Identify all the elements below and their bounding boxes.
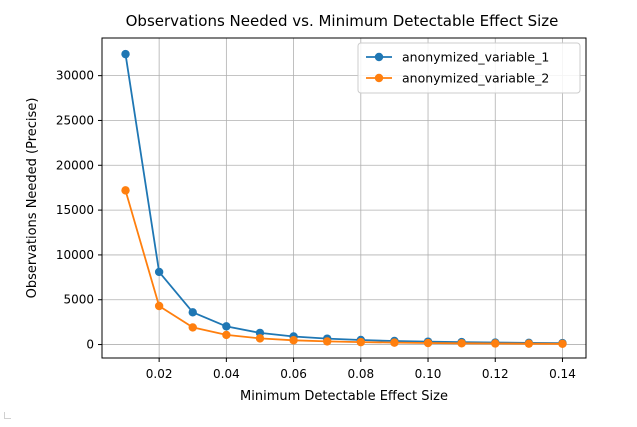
y-tick-label: 25000: [56, 113, 94, 127]
series-2-point: [356, 337, 366, 347]
series-2-point: [289, 336, 298, 345]
legend-box: [357, 42, 581, 94]
series-1-point: [121, 49, 130, 59]
series-2-point: [491, 339, 500, 348]
series-1-point: [154, 267, 164, 277]
x-tick-label: 0.12: [482, 367, 509, 381]
y-tick-label: 5000: [63, 293, 94, 307]
series-2: [121, 186, 567, 348]
legend-label: anonymized_variable_1: [402, 50, 549, 65]
series-1-point: [188, 308, 197, 317]
series-2-point: [222, 330, 231, 340]
x-tick-label: 0.08: [347, 367, 374, 381]
resize-corner-mark: [4, 412, 11, 419]
data-series: [121, 49, 567, 348]
series-2-point: [558, 339, 567, 348]
series-2-point: [255, 334, 265, 343]
series-2-point: [423, 338, 433, 348]
y-axis-label: Observations Needed (Precise): [25, 98, 40, 299]
series-2-point: [524, 339, 534, 348]
legend-marker: [374, 73, 384, 83]
legend-item-2: anonymized_variable_2: [366, 71, 549, 86]
axis-ticks: 0.02 0.04 0.06 0.08 0.10 0.12 0.14 0 5000 10000 15…: [56, 69, 576, 381]
series-2-point: [121, 186, 130, 195]
legend: anonymized_variable_1 anonymized_variable…: [357, 42, 581, 94]
series-2-point: [188, 323, 197, 332]
y-tick-label: 30000: [56, 69, 94, 83]
series-2-point: [390, 338, 399, 347]
x-tick-label: 0.14: [549, 367, 576, 381]
x-tick-label: 0.06: [280, 367, 307, 381]
series-2-line: [124, 190, 563, 345]
legend-item-1: anonymized_variable_1: [366, 50, 549, 65]
legend-marker: [374, 52, 384, 62]
plot-area-frame: [101, 37, 587, 359]
y-tick-label: 0: [86, 338, 94, 352]
x-tick-label: 0.02: [146, 367, 173, 381]
series-1-point: [222, 322, 231, 331]
y-tick-label: 15000: [56, 203, 94, 217]
series-2-point: [322, 337, 332, 346]
chart-title: Observations Needed vs. Minimum Detectab…: [126, 12, 559, 30]
x-axis-label: Minimum Detectable Effect Size: [240, 389, 448, 404]
x-tick-label: 0.10: [415, 367, 442, 381]
y-tick-label: 10000: [56, 248, 94, 262]
series-2-point: [154, 301, 164, 311]
series-1-line: [124, 53, 563, 344]
x-tick-label: 0.04: [213, 367, 240, 381]
legend-label: anonymized_variable_2: [402, 71, 549, 86]
y-tick-label: 20000: [56, 158, 94, 172]
series-2-point: [457, 339, 466, 348]
